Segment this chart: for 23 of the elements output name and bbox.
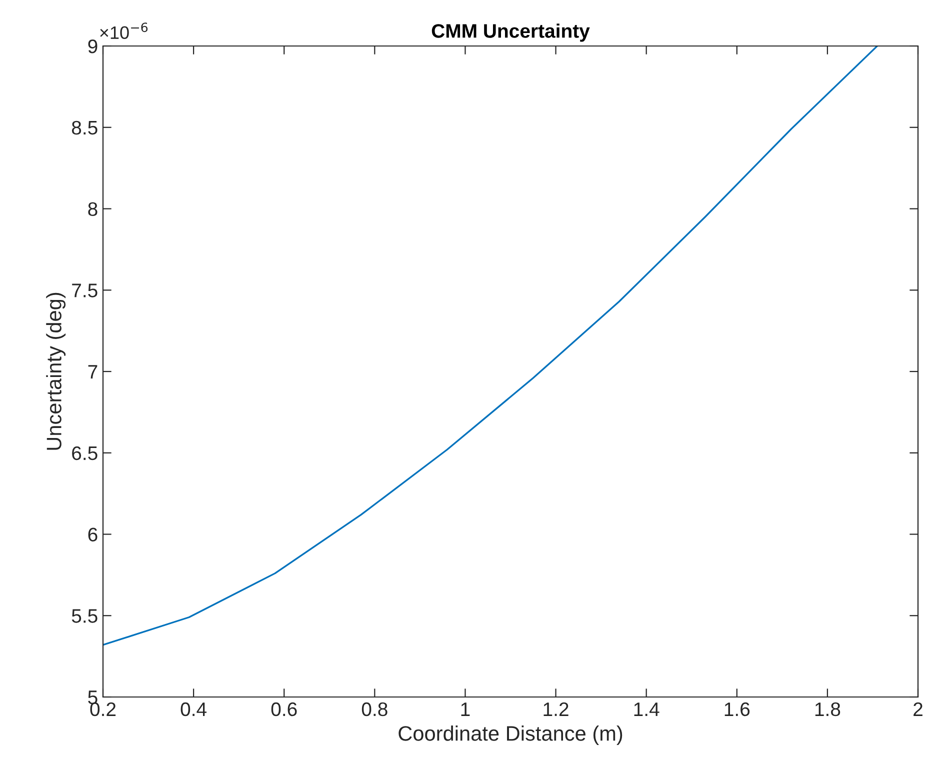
y-tick-label: 7	[88, 365, 98, 379]
x-tick-label: 1.4	[634, 702, 660, 716]
y-tick-label: 6.5	[72, 446, 98, 460]
x-tick-label: 0.6	[271, 702, 297, 716]
x-axis-title: Coordinate Distance (m)	[398, 726, 622, 745]
x-tick-label: 2	[914, 702, 922, 716]
y-tick-label: 9	[88, 39, 98, 54]
y-tick-label: 5.5	[72, 609, 98, 623]
y-axis-title: Uncertainty (deg)	[46, 292, 66, 450]
line-series	[103, 46, 878, 646]
chart-title: CMM Uncertainty	[432, 24, 590, 42]
x-tick-label: 1.2	[544, 702, 568, 716]
x-tick-label: 0.2	[90, 702, 116, 716]
y-tick-label: 8	[88, 202, 98, 216]
x-tick-label: 0.8	[362, 702, 388, 716]
x-tick-label: 1	[461, 702, 470, 716]
text: ×10$^{−6}$	[100, 22, 148, 40]
y-tick-label: 8.5	[72, 120, 98, 135]
y-tick-label: 6	[88, 528, 98, 542]
x-tick-label: 1.8	[815, 702, 840, 716]
y-tick-label: 7.5	[72, 284, 98, 298]
x-tick-label: 0.4	[180, 702, 207, 716]
x-tick-label: 1.6	[724, 702, 750, 716]
